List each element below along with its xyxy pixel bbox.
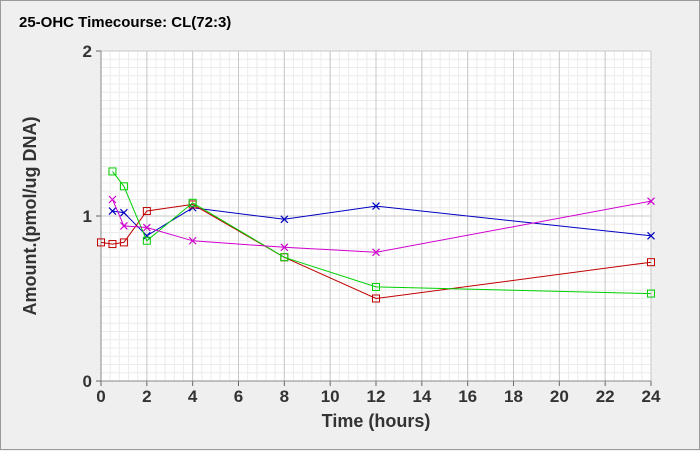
x-tick-label: 8 [280,387,289,406]
data-point [108,167,117,176]
x-tick-label: 0 [96,387,105,406]
data-point [372,282,380,291]
data-point [119,221,128,230]
x-tick-label: 24 [642,387,661,406]
y-tick-label: 2 [83,42,92,61]
series-3 [108,167,655,298]
x-axis-label: Time (hours) [322,411,431,431]
data-point [280,215,289,224]
data-point [280,253,289,262]
data-point [142,236,151,245]
data-point [372,248,380,257]
data-point [108,207,117,215]
data-point [108,240,117,249]
data-point [119,182,128,191]
series-line [112,171,652,295]
x-tick-labels: 0 2 4 6 8 10 12 14 16 18 20 22 24 [96,387,661,406]
data-point [372,202,380,211]
x-tick-label: 6 [234,387,243,406]
chart-title: 25-OHC Timecourse: CL(72:3) [19,14,231,31]
data-point [142,223,151,232]
y-tick-labels: 0 1 2 [83,42,92,391]
x-tick-label: 2 [142,387,151,406]
x-tick-label: 20 [550,387,569,406]
data-point [647,258,655,267]
y-tick-label: 0 [83,372,92,391]
data-point [119,208,128,217]
x-tick-label: 18 [504,387,523,406]
data-point [647,231,655,240]
series-line [100,203,652,300]
series-group [97,167,655,303]
data-point [142,207,151,216]
data-point [142,231,151,240]
data-point [372,294,380,303]
data-point [647,197,655,206]
y-axis-label: Amount.(pmol/ug DNA) [20,117,40,316]
data-point [280,243,289,252]
data-point [97,238,105,247]
x-tick-label: 14 [412,387,431,406]
data-point [647,289,655,298]
y-tick-label: 1 [83,207,92,226]
data-point [188,236,197,245]
x-tick-label: 22 [596,387,615,406]
x-tick-label: 16 [458,387,477,406]
x-tick-label: 4 [188,387,198,406]
data-point [108,195,117,204]
series-4 [108,195,655,257]
data-point [188,198,197,207]
x-tick-label: 10 [321,387,340,406]
data-point [119,238,128,247]
axes [96,50,652,386]
x-tick-label: 12 [367,387,386,406]
